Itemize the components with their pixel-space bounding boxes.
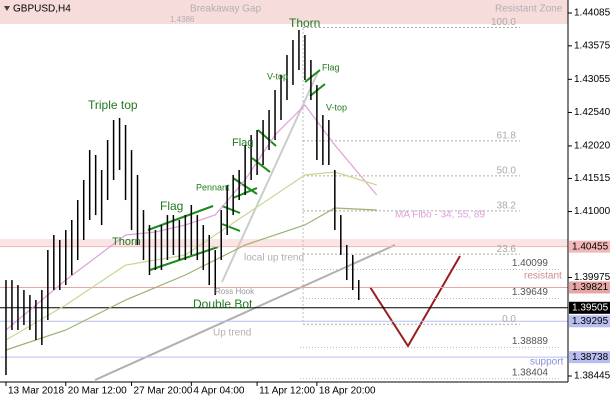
flag-line — [221, 205, 241, 214]
annotation: support — [530, 357, 564, 368]
price-line-label: 1.38404 — [512, 367, 549, 378]
annotation: V-top — [326, 102, 347, 112]
price-line-label: 1.40099 — [512, 258, 549, 269]
level-label: 1.39821 — [572, 282, 609, 293]
level-label: 1.39295 — [572, 316, 609, 327]
y-tick-label: 1.38445 — [574, 371, 610, 382]
fibo-high-label: 1.4386 — [170, 15, 195, 24]
flag-line — [304, 69, 321, 83]
level-label: 1.38738 — [572, 352, 609, 363]
resistant-zone — [0, 0, 568, 24]
local-trend-line — [221, 71, 319, 283]
flag-line — [251, 157, 271, 173]
resistance-band — [0, 239, 568, 247]
plot-area — [0, 26, 568, 380]
x-tick-label: 13 Mar 2018 — [8, 386, 65, 397]
fibo-label: 38.2 — [497, 200, 517, 211]
y-tick-label: 1.41000 — [574, 206, 610, 217]
level-box — [569, 315, 610, 328]
y-tick-label: 1.43055 — [574, 74, 610, 85]
annotation: Thorn — [289, 16, 320, 30]
fibo-label: 0.0 — [502, 314, 516, 325]
annotation: Double Bot — [193, 297, 253, 311]
ma-label: MA Fibo - 34, 55, 89 — [395, 210, 485, 221]
y-tick-label: 1.42540 — [574, 107, 610, 118]
annotation: Ross Hook — [215, 287, 255, 296]
moving-average — [5, 104, 378, 331]
annotation: Pennant — [196, 182, 230, 192]
y-tick-label: 1.39975 — [574, 272, 610, 283]
annotation: Breakaway Gap — [190, 4, 262, 15]
moving-average — [5, 171, 377, 341]
y-tick-label: 1.44085 — [574, 8, 610, 19]
x-tick-label: 27 Mar 20:00 — [134, 386, 193, 397]
x-tick-label: 4 Apr 04:00 — [193, 386, 245, 397]
chart-title: GBPUSD,H4 — [13, 4, 71, 15]
annotation: local up trend — [244, 253, 304, 264]
annotation: Thorn — [112, 236, 141, 248]
y-tick-label: 1.43575 — [574, 40, 610, 51]
price-line-label: 1.39649 — [512, 287, 549, 298]
annotation: Flag — [322, 62, 340, 72]
flag-line — [149, 246, 219, 271]
annotation: Flag — [232, 137, 253, 149]
x-tick-label: 20 Mar 12:00 — [68, 386, 127, 397]
annotation: Resistant Zone — [495, 4, 563, 15]
up-trend-line — [94, 244, 396, 381]
level-box — [569, 240, 610, 253]
y-tick-label: 1.41515 — [574, 173, 610, 184]
annotation: resistant — [524, 271, 562, 282]
level-box — [569, 281, 610, 294]
fibo-label: 50.0 — [497, 165, 517, 176]
price-line-label: 1.38889 — [512, 336, 549, 347]
level-label: 1.40455 — [572, 241, 609, 252]
flag-line — [221, 223, 241, 232]
annotation: Up trend — [213, 328, 251, 339]
y-tick-label: 1.42020 — [574, 141, 610, 152]
fibo-label: 100.0 — [491, 17, 516, 28]
level-box — [569, 301, 610, 314]
level-label: 1.39505 — [572, 302, 609, 313]
level-box — [569, 351, 610, 364]
annotation: V-top — [267, 71, 288, 81]
x-tick-label: 18 Apr 20:00 — [319, 386, 376, 397]
annotation: Flag — [160, 199, 183, 213]
fibo-label: 23.6 — [497, 244, 517, 255]
v-projection — [369, 255, 461, 348]
symbol-icon — [4, 6, 10, 11]
x-tick-label: 11 Apr 12:00 — [259, 386, 315, 397]
flag-line — [147, 205, 214, 231]
fibo-label: 61.8 — [497, 130, 517, 141]
flag-line — [257, 129, 277, 147]
annotation: Triple top — [88, 98, 138, 112]
